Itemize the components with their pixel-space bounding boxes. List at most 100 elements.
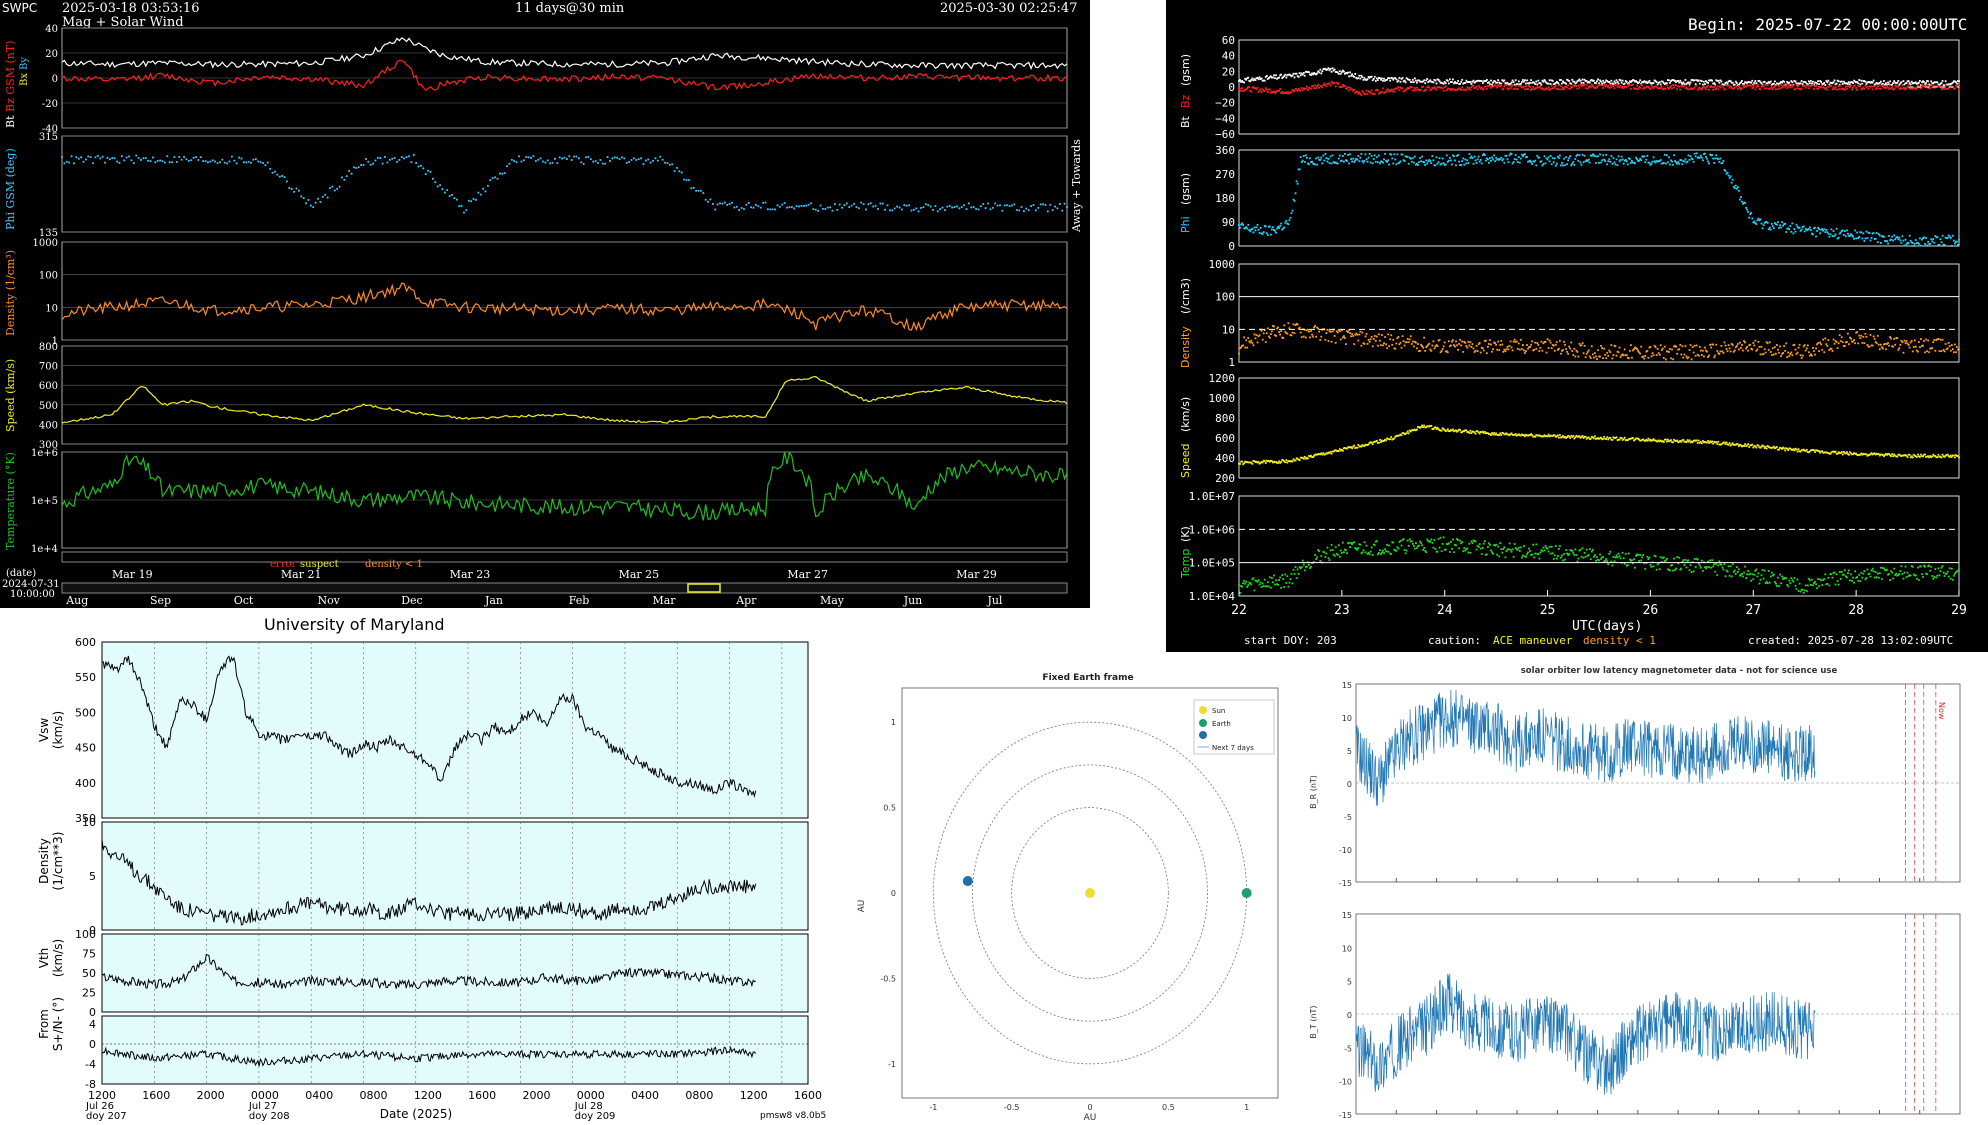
data-point: [577, 157, 580, 160]
data-point: [1357, 154, 1360, 157]
data-point: [1250, 79, 1253, 81]
x-tick-label: 1200: [88, 1089, 116, 1102]
data-point: [1678, 81, 1681, 84]
data-point: [984, 207, 987, 209]
data-point: [305, 202, 307, 205]
data-point: [1496, 86, 1499, 89]
data-point: [1729, 85, 1732, 87]
data-point: [1254, 337, 1257, 340]
data-point: [1667, 438, 1669, 441]
data-point: [1284, 573, 1287, 576]
y-tick-label: 10: [45, 303, 58, 314]
data-point: [1571, 435, 1574, 438]
data-point: [1757, 217, 1760, 220]
data-point: [1843, 344, 1846, 347]
data-point: [144, 157, 147, 160]
data-point: [1329, 84, 1332, 87]
data-point: [1713, 161, 1716, 164]
data-point: [1469, 88, 1472, 91]
data-point: [1466, 431, 1469, 433]
data-point: [1757, 444, 1760, 447]
data-point: [1946, 570, 1949, 573]
data-point: [1479, 158, 1482, 161]
data-point: [1407, 78, 1410, 81]
data-point: [1359, 77, 1362, 80]
data-point: [1483, 540, 1486, 543]
data-point: [1848, 234, 1850, 237]
data-point: [1736, 571, 1739, 573]
data-point: [1589, 558, 1592, 561]
data-point: [544, 161, 547, 164]
data-point: [1643, 357, 1646, 360]
data-point: [1906, 571, 1909, 574]
data-point: [1807, 451, 1810, 454]
data-point: [1246, 461, 1249, 463]
data-point: [1772, 227, 1775, 230]
data-point: [1886, 343, 1888, 345]
data-point: [1317, 156, 1320, 159]
data-point: [1341, 155, 1344, 157]
y-tick-label: −40: [1215, 112, 1235, 125]
data-point: [1391, 541, 1394, 544]
data-point: [1919, 79, 1921, 82]
data-point: [1868, 85, 1871, 88]
data-point: [1556, 81, 1559, 84]
data-point: [1817, 342, 1819, 345]
data-point: [1426, 162, 1429, 165]
data-point: [1289, 578, 1292, 581]
data-point: [1514, 154, 1517, 156]
data-point: [1372, 92, 1375, 95]
orbit-circle: [972, 764, 1208, 1022]
data-point: [1820, 450, 1823, 453]
data-point: [1587, 80, 1590, 83]
data-point: [1527, 88, 1529, 91]
data-point: [1445, 350, 1448, 353]
y-tick-label: 800: [1215, 412, 1235, 425]
data-point: [1610, 86, 1613, 89]
x-tick-label: 2000: [522, 1089, 550, 1102]
data-point: [1635, 347, 1637, 349]
data-point: [1608, 86, 1611, 89]
data-point: [123, 159, 126, 162]
y-tick-label: 0.5: [883, 804, 896, 813]
data-point: [1654, 555, 1657, 558]
data-point: [1754, 445, 1757, 448]
data-point: [1460, 81, 1463, 83]
data-point: [1312, 85, 1314, 87]
y-tick-label: -15: [1339, 879, 1352, 888]
data-point: [1770, 571, 1773, 574]
data-point: [1563, 436, 1565, 439]
data-point: [1416, 547, 1418, 550]
data-point: [1278, 89, 1281, 92]
data-point: [1529, 346, 1531, 348]
data-point: [1531, 81, 1534, 84]
data-point: [1575, 554, 1578, 556]
data-point: [1871, 88, 1874, 91]
data-point: [1633, 439, 1635, 442]
data-point: [1815, 235, 1817, 238]
data-point: [1568, 157, 1571, 159]
y-tick-label: 40: [45, 24, 58, 35]
data-point: [1708, 88, 1710, 91]
data-point: [1321, 86, 1324, 89]
data-point: [1915, 577, 1918, 580]
data-point: [1797, 227, 1800, 229]
x-tick-label: Mar 27: [787, 568, 828, 581]
data-point: [1852, 576, 1854, 579]
data-point: [1958, 88, 1960, 91]
umd-vsw-label: Vsw: [37, 718, 51, 742]
y-tick-label: 25: [82, 987, 96, 1000]
data-point: [1455, 429, 1457, 432]
data-point: [1764, 83, 1767, 86]
data-point: [1337, 544, 1340, 547]
data-point: [1300, 336, 1303, 339]
data-point: [1742, 83, 1744, 85]
data-point: [1331, 82, 1334, 85]
data-point: [1573, 84, 1576, 87]
data-point: [1502, 432, 1505, 435]
data-point: [1395, 87, 1398, 90]
data-point: [1455, 82, 1457, 85]
data-point: [1461, 541, 1464, 544]
data-point: [1472, 162, 1475, 165]
y-tick-label: 1: [52, 336, 58, 347]
